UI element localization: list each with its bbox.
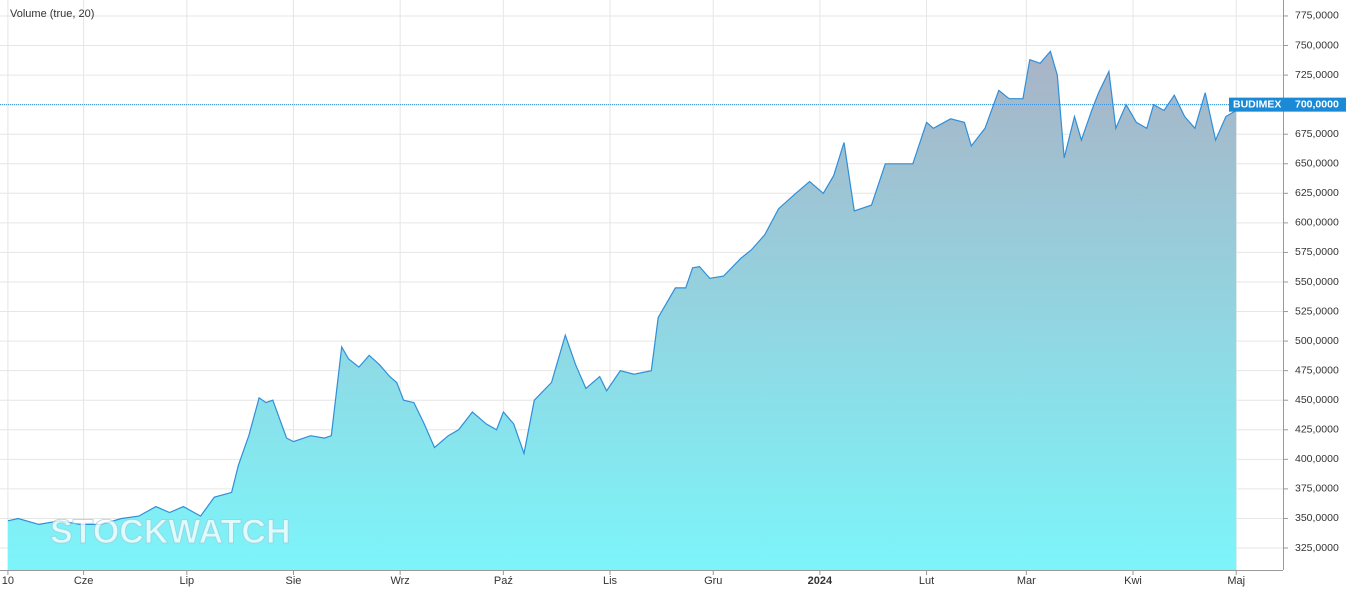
x-tick-label: Lip <box>179 575 194 587</box>
x-tick-label: Wrz <box>390 575 409 587</box>
y-tick-label: 375,0000 <box>1295 483 1339 495</box>
y-tick-label: 600,0000 <box>1295 217 1339 229</box>
y-tick-label: 550,0000 <box>1295 276 1339 288</box>
x-tick-label: Lis <box>603 575 618 587</box>
y-tick-label: 525,0000 <box>1295 305 1339 317</box>
area-fill <box>7 51 1237 570</box>
chart-title: Volume (true, 20) <box>10 8 94 20</box>
y-tick-label: 675,0000 <box>1295 128 1339 140</box>
price-marker-box <box>1229 97 1346 112</box>
y-tick-label: 575,0000 <box>1295 246 1339 258</box>
y-tick-label: 725,0000 <box>1295 69 1339 81</box>
y-tick-label: 350,0000 <box>1295 512 1339 524</box>
y-tick-label: 650,0000 <box>1295 158 1339 170</box>
price-marker-label: 700,0000 <box>1295 98 1339 110</box>
x-tick-label: Lut <box>919 575 934 587</box>
y-tick-label: 325,0000 <box>1295 542 1339 554</box>
price-line <box>7 50 1237 526</box>
x-tick-label: Maj <box>1227 575 1245 587</box>
x-tick-label: Kwi <box>1124 575 1142 587</box>
y-tick-label: 425,0000 <box>1295 424 1339 436</box>
price-marker-name: BUDIMEX <box>1233 98 1281 110</box>
y-tick-label: 400,0000 <box>1295 453 1339 465</box>
x-tick-label: Cze <box>74 575 94 587</box>
x-tick-label: 10 <box>2 575 14 587</box>
x-tick-label: Mar <box>1017 575 1036 587</box>
y-tick-label: 775,0000 <box>1295 10 1339 22</box>
y-tick-label: 500,0000 <box>1295 335 1339 347</box>
watermark: STOCKWATCH <box>50 513 291 551</box>
y-tick-label: 450,0000 <box>1295 394 1339 406</box>
x-tick-label: Gru <box>704 575 722 587</box>
y-tick-label: 475,0000 <box>1295 364 1339 376</box>
y-tick-label: 750,0000 <box>1295 39 1339 51</box>
y-tick-label: 625,0000 <box>1295 187 1339 199</box>
x-tick-label: Sie <box>286 575 302 587</box>
x-tick-label: 2024 <box>808 575 833 587</box>
x-tick-label: Paź <box>494 575 513 587</box>
